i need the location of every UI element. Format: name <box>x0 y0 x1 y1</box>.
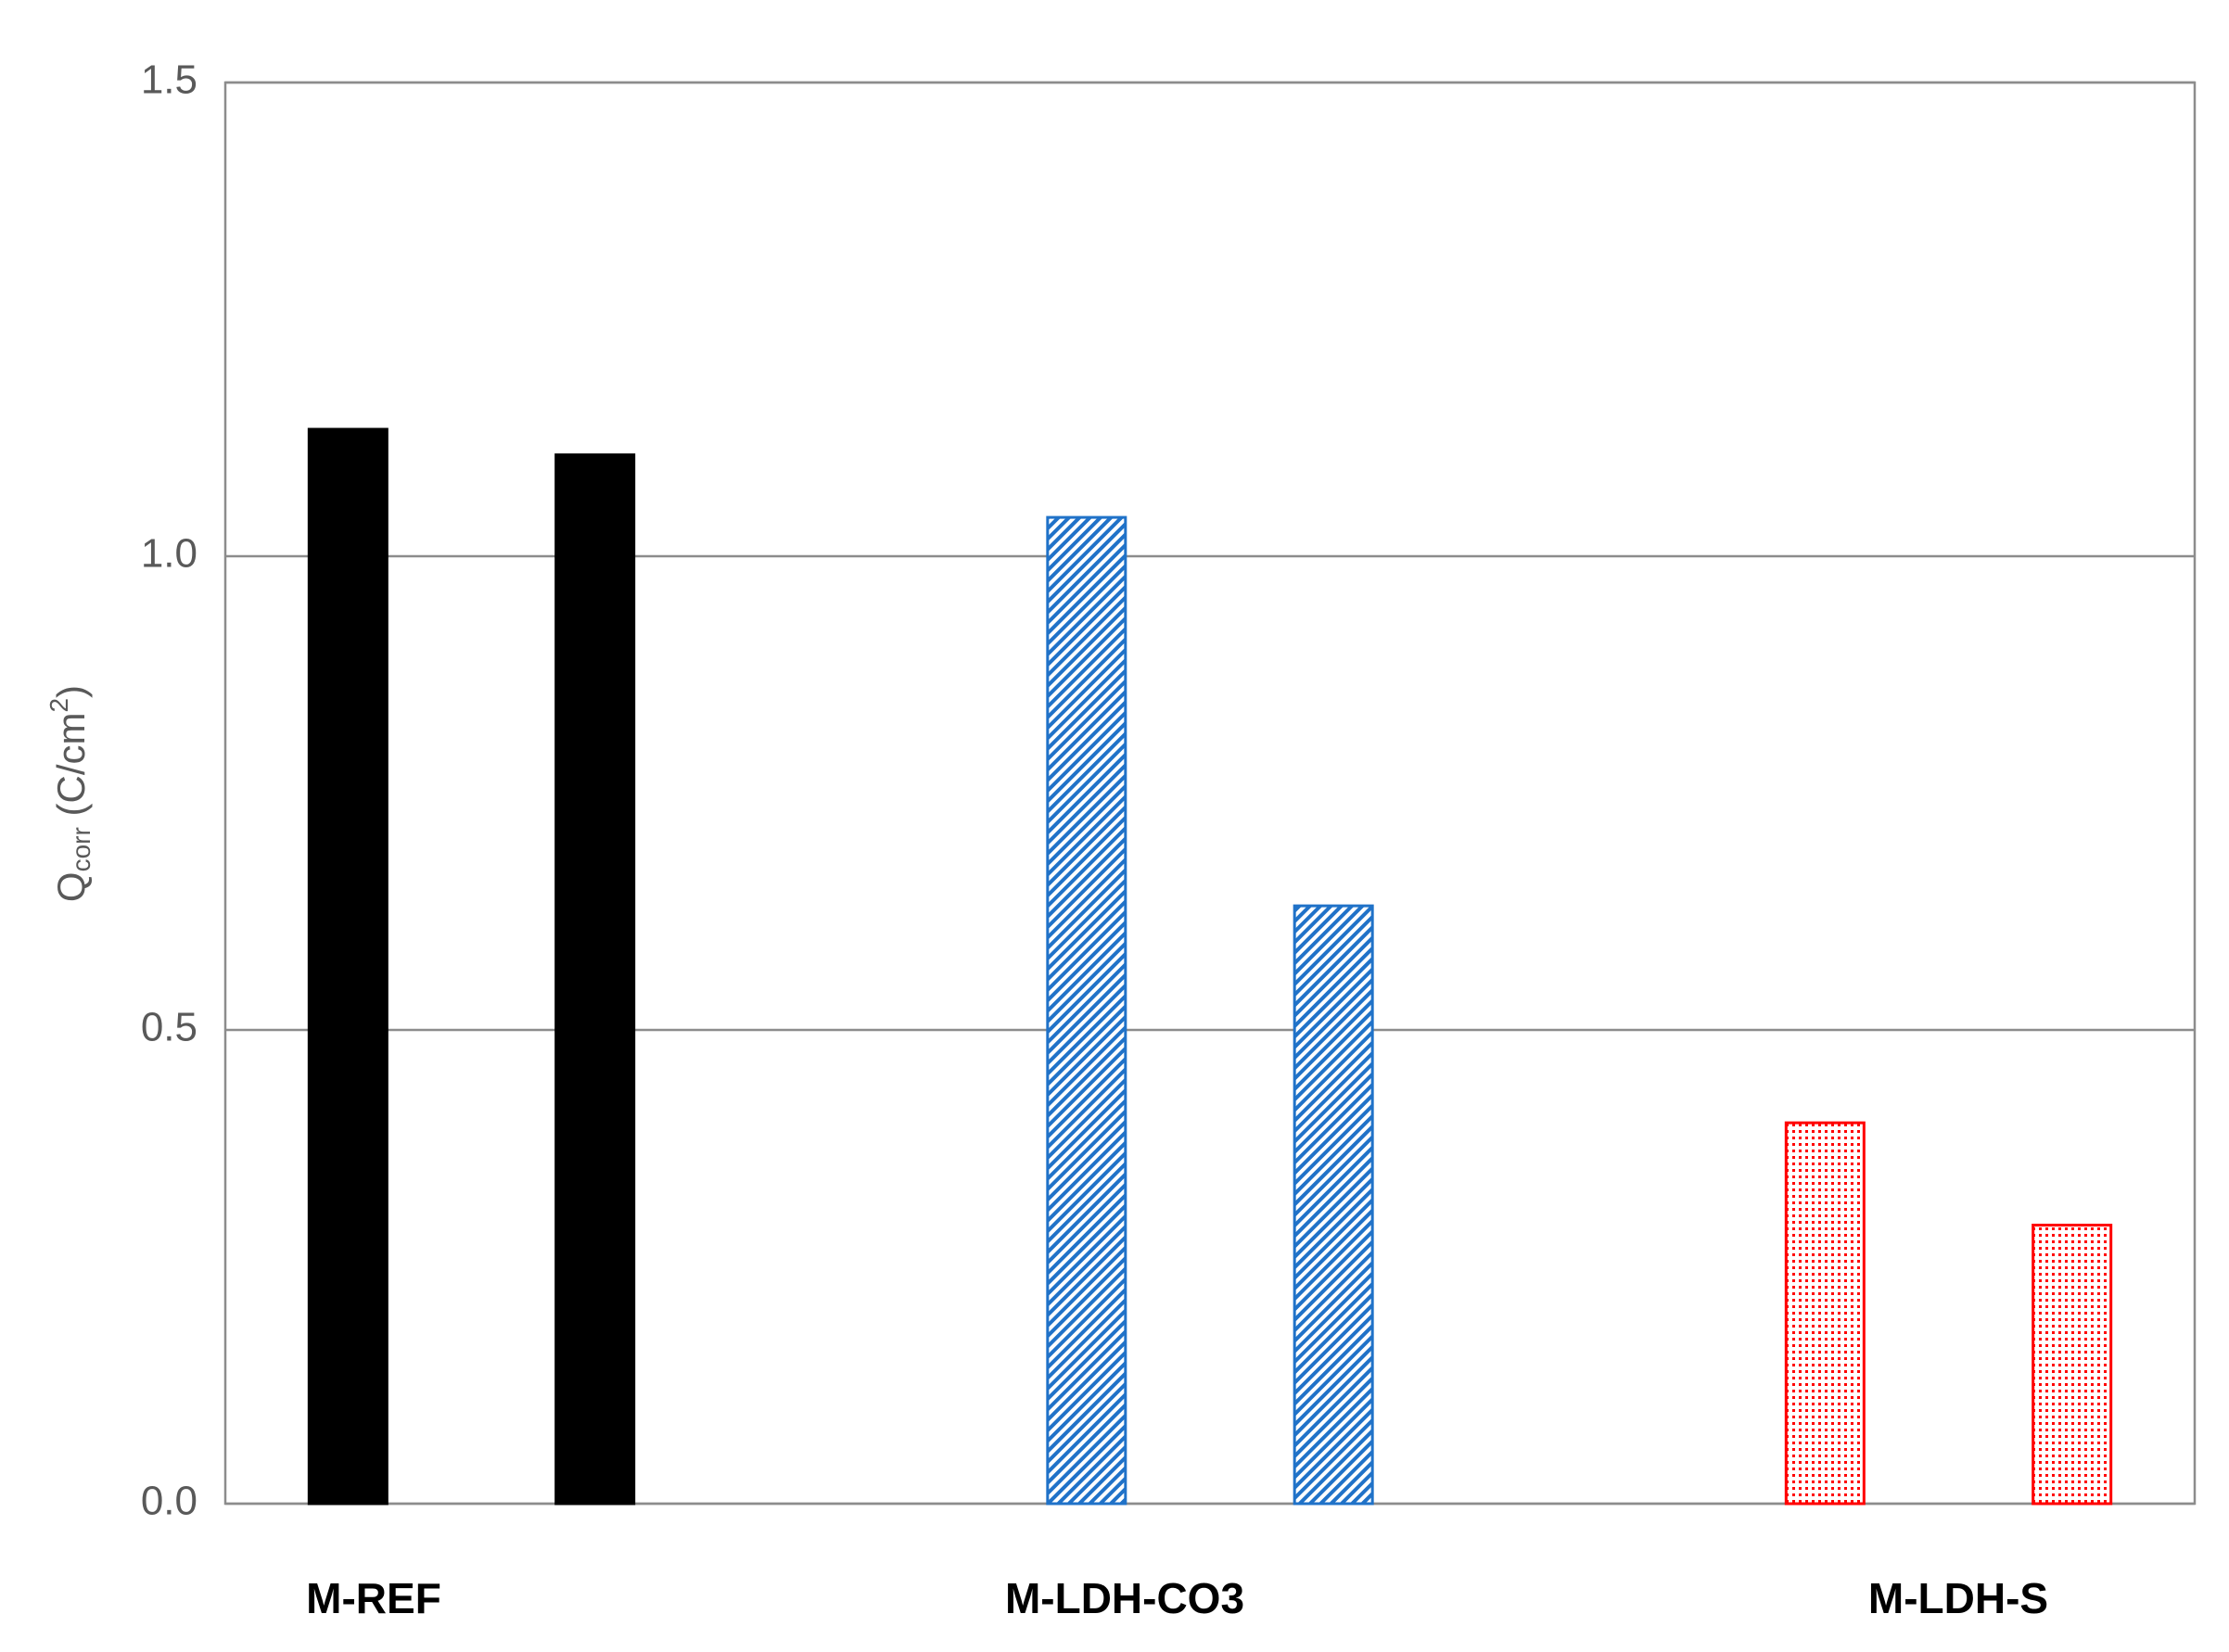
bar <box>1046 515 1127 1506</box>
y-axis-label: Qcorr (C/cm2) <box>45 685 96 902</box>
y-label-close: ) <box>49 685 93 698</box>
bar <box>1784 1121 1866 1506</box>
y-label-unit: (C/cm <box>49 713 93 828</box>
y-tick-label: 0.0 <box>141 1479 197 1524</box>
y-tick-label: 1.5 <box>141 57 197 103</box>
bar <box>554 453 636 1506</box>
plot-frame <box>223 81 2197 1506</box>
y-label-symbol: Q <box>49 871 93 902</box>
y-tick-label: 1.0 <box>141 531 197 577</box>
x-tick-label: M-LDH-CO3 <box>1005 1574 1244 1622</box>
y-label-subscript: corr <box>67 827 96 871</box>
bar <box>1293 904 1374 1506</box>
x-tick-label: M-LDH-S <box>1868 1574 2048 1622</box>
x-tick-label: M-REF <box>306 1574 441 1622</box>
y-tick-label: 0.5 <box>141 1005 197 1050</box>
y-label-superscript: 2 <box>45 698 73 713</box>
bar <box>2032 1224 2113 1506</box>
bar <box>307 427 388 1506</box>
